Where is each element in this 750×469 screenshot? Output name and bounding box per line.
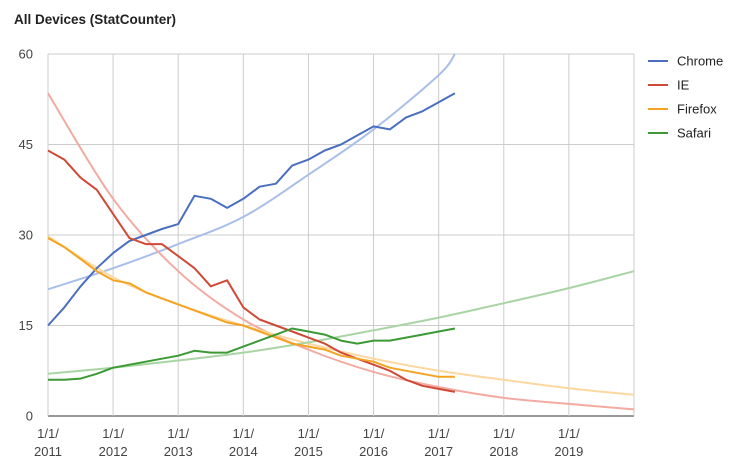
legend-label-chrome: Chrome: [677, 54, 723, 69]
x-tick-label-line2: 2017: [424, 444, 453, 459]
series-line-firefox: [47, 237, 455, 378]
y-tick-label: 60: [19, 47, 33, 62]
x-tick-label-line2: 2014: [229, 444, 258, 459]
x-tick-label-line1: 1/1/: [167, 426, 189, 441]
y-tick-label: 15: [19, 318, 33, 333]
x-tick-label-line1: 1/1/: [37, 426, 59, 441]
x-tick-label-line2: 2019: [554, 444, 583, 459]
series-layer: [47, 92, 456, 393]
legend: Chrome IE Firefox Safari: [648, 54, 723, 141]
chart-title: All Devices (StatCounter): [14, 12, 177, 27]
x-tick-label-line2: 2016: [359, 444, 388, 459]
series-line-ie: [47, 149, 456, 393]
x-tick-label-line1: 1/1/: [232, 426, 254, 441]
trendline-ie: [47, 92, 635, 411]
x-tick-label-line1: 1/1/: [558, 426, 580, 441]
y-tick-label: 30: [19, 228, 33, 243]
legend-label-ie: IE: [677, 78, 690, 93]
y-tick-label: 45: [19, 137, 33, 152]
x-tick-label-line1: 1/1/: [298, 426, 320, 441]
x-tick-label-line1: 1/1/: [363, 426, 385, 441]
legend-label-firefox: Firefox: [677, 102, 717, 117]
x-tick-label-line2: 2018: [489, 444, 518, 459]
x-tick-label-line2: 2012: [99, 444, 128, 459]
legend-label-safari: Safari: [677, 126, 711, 141]
x-tick-label-line1: 1/1/: [428, 426, 450, 441]
x-tick-label-line1: 1/1/: [102, 426, 124, 441]
y-tick-label: 0: [26, 409, 33, 424]
series-line-safari: [48, 327, 456, 381]
x-tick-label-line2: 2011: [34, 444, 62, 459]
trendline-chrome: [47, 53, 456, 291]
axis-layer: 0 15 30 45 60 1/1/2011 1/1/2012 1/1/2013 1/1/201…: [19, 47, 584, 460]
x-tick-label-line2: 2013: [164, 444, 193, 459]
x-tick-label-line2: 2015: [294, 444, 323, 459]
trendline-safari: [47, 270, 635, 375]
series-line-chrome: [47, 92, 456, 327]
x-tick-label-line1: 1/1/: [493, 426, 515, 441]
